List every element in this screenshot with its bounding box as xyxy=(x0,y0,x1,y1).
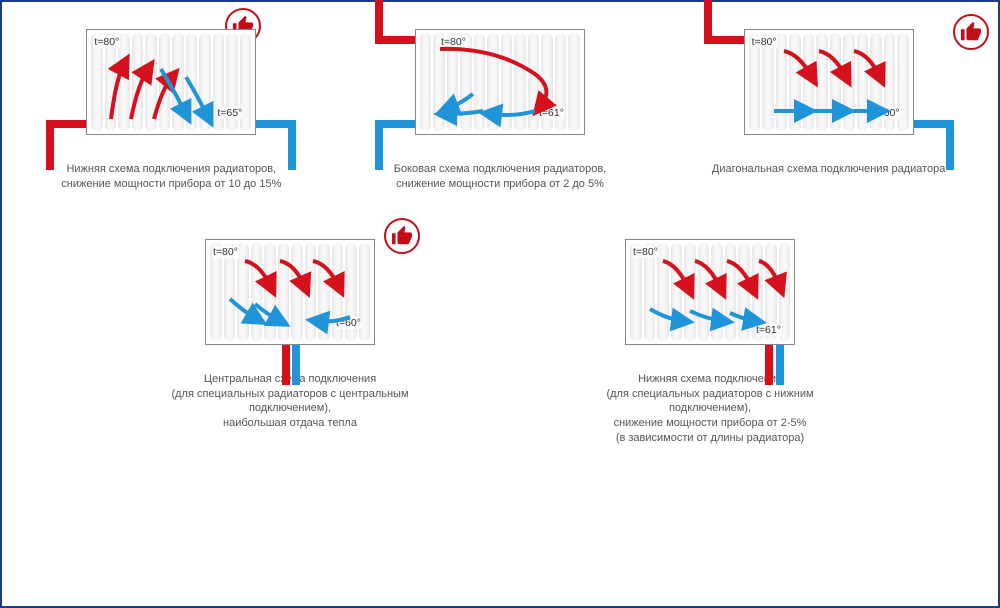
radiator-diagram: t=80° t=65° xyxy=(81,22,261,142)
temp-out-label: t=61° xyxy=(755,324,782,336)
scheme-diagonal: t=80° t=60° Диагональная схема подключен… xyxy=(679,22,979,192)
row-2: t=80° t=60° Центральная схема подключени… xyxy=(2,202,998,456)
caption: Диагональная схема подключения радиатора xyxy=(712,162,946,177)
caption: Нижняя схема подключения (для специальны… xyxy=(565,372,855,446)
temp-in-label: t=80° xyxy=(632,246,659,258)
temp-in-label: t=80° xyxy=(93,36,120,48)
caption-line: (для специальных радиаторов с нижним под… xyxy=(606,388,813,415)
caption-line: снижение мощности прибора от 2-5% xyxy=(614,417,807,429)
caption: Нижняя схема подключения радиаторов, сни… xyxy=(61,162,281,192)
temp-out-label: t=60° xyxy=(335,317,362,329)
radiator-diagram: t=80° t=61° xyxy=(620,232,800,352)
temp-in-label: t=80° xyxy=(212,246,239,258)
temp-in-label: t=80° xyxy=(440,36,467,48)
thumbs-up-icon xyxy=(953,14,989,50)
caption-line: снижение мощности прибора от 10 до 15% xyxy=(61,178,281,190)
caption-line: (для специальных радиаторов с центральны… xyxy=(171,388,408,415)
radiator-diagram: t=80° t=61° xyxy=(410,22,590,142)
temp-out-label: t=65° xyxy=(216,107,243,119)
thumbs-up-icon xyxy=(384,218,420,254)
caption-line: Нижняя схема подключения радиаторов, xyxy=(66,163,276,175)
caption-line: наибольшая отдача тепла xyxy=(223,417,357,429)
temp-out-label: t=60° xyxy=(874,107,901,119)
caption: Боковая схема подключения радиаторов, сн… xyxy=(394,162,607,192)
scheme-bottom: t=80° t=65° Нижняя схема подключения рад… xyxy=(21,22,321,192)
caption-line: Диагональная схема подключения радиатора xyxy=(712,163,946,175)
caption: Центральная схема подключения (для специ… xyxy=(145,372,435,431)
row-1: t=80° t=65° Нижняя схема подключения рад… xyxy=(2,2,998,202)
radiator-diagram: t=80° t=60° xyxy=(739,22,919,142)
caption-line: снижение мощности прибора от 2 до 5% xyxy=(396,178,604,190)
temp-out-label: t=61° xyxy=(538,107,565,119)
caption-line: Нижняя схема подключения xyxy=(638,373,782,385)
caption-line: (в зависимости от длины радиатора) xyxy=(616,432,804,444)
radiator-diagram: t=80° t=60° xyxy=(200,232,380,352)
temp-in-label: t=80° xyxy=(751,36,778,48)
scheme-bottom-special: t=80° t=61° Нижняя схема подключения (дл… xyxy=(560,232,860,446)
caption-line: Боковая схема подключения радиаторов, xyxy=(394,163,607,175)
scheme-central: t=80° t=60° Центральная схема подключени… xyxy=(140,232,440,446)
scheme-side: t=80° t=61° Боковая схема подключения ра… xyxy=(350,22,650,192)
